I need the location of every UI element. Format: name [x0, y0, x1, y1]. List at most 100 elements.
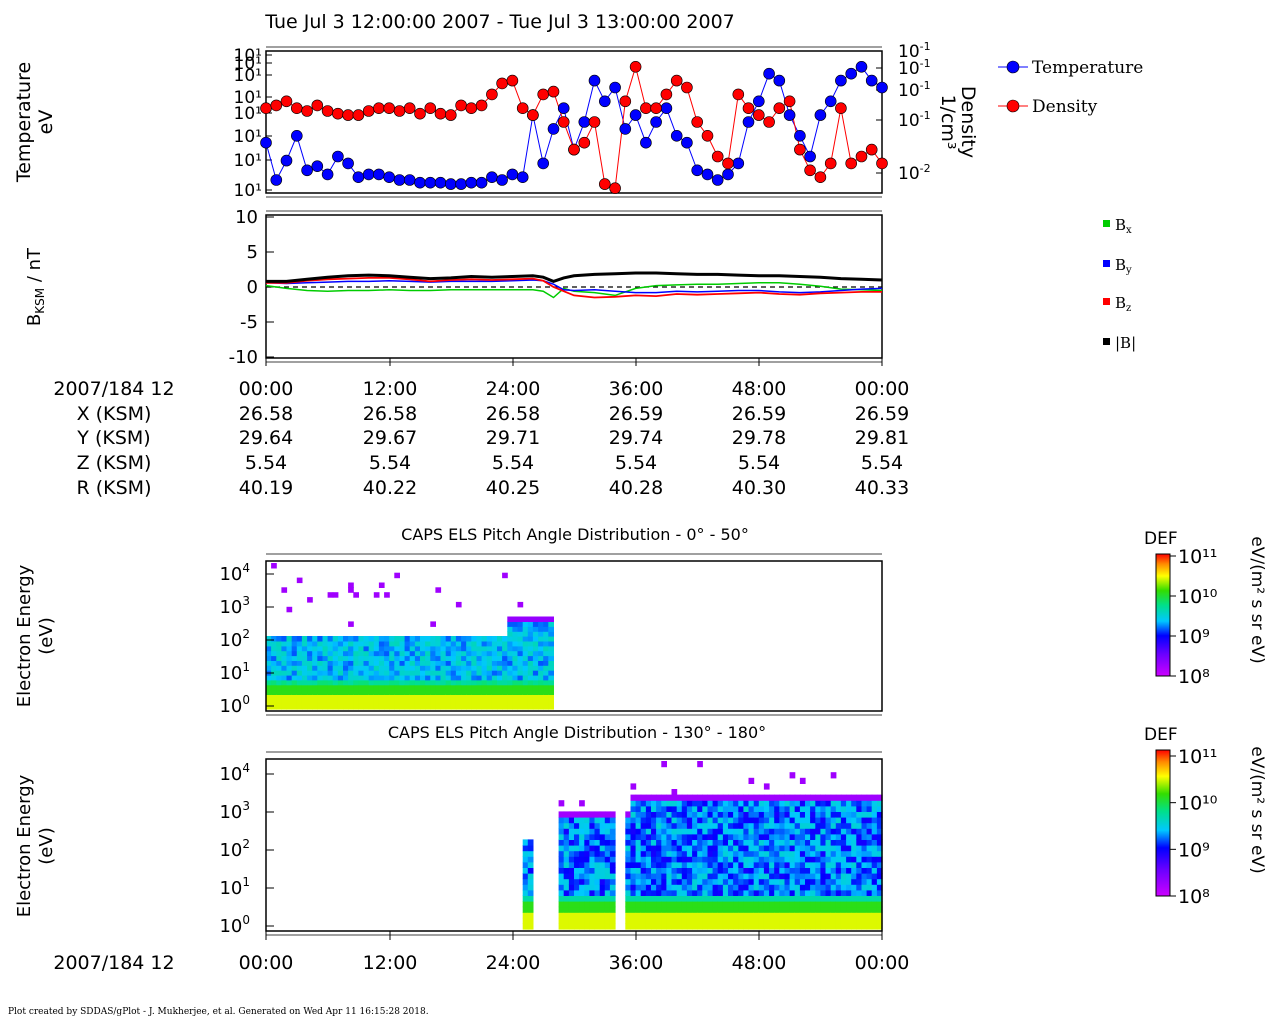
spectrogram-cell	[825, 917, 832, 924]
spectrogram-cell	[846, 873, 852, 880]
temperature-point	[280, 154, 293, 167]
spectrogram-cell	[753, 794, 760, 801]
spectrogram-cell	[707, 805, 714, 812]
spectrogram-cell	[876, 800, 883, 807]
energy-tick: 101	[219, 875, 250, 899]
spectrogram-cell	[840, 895, 847, 902]
spectrogram-cell	[794, 906, 801, 913]
spectrogram-cell	[733, 895, 739, 902]
spectrogram-cell	[733, 878, 739, 885]
spectrogram-cell	[589, 867, 596, 874]
density-point	[732, 88, 745, 101]
spectrogram-cell	[594, 828, 601, 835]
density-point	[876, 157, 888, 170]
spectrogram-cell	[517, 665, 524, 671]
spectrogram-cell	[538, 665, 544, 671]
spectrogram-cell	[758, 800, 765, 807]
spectrogram-cell	[430, 704, 436, 710]
spectrogram-cell	[404, 704, 411, 710]
spectrogram-cell	[481, 655, 488, 661]
spectrogram-cell	[491, 699, 498, 705]
spectrogram-cell	[368, 650, 375, 657]
spectrogram-cell	[712, 805, 719, 812]
spectrogram-130-180-title: CAPS ELS Pitch Angle Distribution - 130°…	[388, 723, 766, 742]
spectrogram-cell	[609, 895, 616, 902]
spectrogram-cell	[543, 640, 549, 647]
spectrogram-cell	[815, 917, 821, 924]
spectrogram-cell	[779, 923, 785, 930]
spectrogram-130-180-panel: CAPS ELS Pitch Angle Distribution - 130°…	[14, 723, 1267, 937]
spectrogram-cell	[707, 867, 714, 874]
temperature-point	[588, 74, 601, 87]
spectrogram-cell	[666, 912, 673, 919]
spectrogram-cell	[840, 923, 847, 930]
spectrogram-cell	[543, 655, 549, 661]
spectrogram-cell	[322, 704, 329, 710]
spectrogram-cell	[574, 878, 580, 885]
spectrogram-cell	[799, 895, 806, 902]
spectrogram-cell	[409, 694, 416, 700]
spectrogram-cell	[686, 889, 693, 896]
spectrogram-cell	[871, 822, 878, 829]
spectrogram-cell	[794, 889, 801, 896]
spectrogram-cell	[589, 895, 596, 902]
spectrogram-cell	[753, 901, 760, 908]
spectrogram-cell	[651, 867, 657, 874]
spectrogram-cell	[635, 839, 642, 846]
spectrogram-cell	[599, 861, 606, 868]
spectrogram-cell	[651, 817, 657, 824]
spectrogram-cell	[825, 805, 832, 812]
spectrogram-cell	[266, 704, 272, 710]
spectrogram-cell	[435, 665, 442, 671]
spectrogram-cell	[604, 822, 611, 829]
spectrogram-cell	[286, 655, 293, 661]
spectrogram-cell	[692, 912, 698, 919]
spectrogram-cell	[286, 694, 293, 700]
spectrogram-cell	[805, 873, 811, 880]
spectrogram-cell	[579, 828, 585, 835]
spectrogram-cell	[579, 833, 585, 840]
spectrogram-cell	[717, 884, 724, 891]
spectrogram-cell	[486, 689, 493, 695]
density-point	[681, 81, 693, 94]
spectrogram-cell	[522, 878, 529, 885]
spectrogram-cell	[373, 640, 380, 647]
spectrogram-cell	[861, 805, 868, 812]
spectrogram-cell	[461, 665, 467, 671]
spectrogram-cell	[609, 901, 616, 908]
spectrogram-cell	[784, 912, 791, 919]
spectrogram-cell	[353, 645, 359, 652]
spectrogram-cell	[840, 805, 847, 812]
spectrogram-cell	[322, 636, 329, 642]
spectrogram-cell	[733, 833, 739, 840]
spectrogram-cell	[584, 833, 590, 840]
spectrogram-cell	[291, 684, 298, 691]
density-point	[290, 102, 303, 114]
spectrogram-cell	[594, 856, 601, 863]
spectrogram-cell	[835, 867, 842, 874]
spectrogram-cell	[455, 650, 462, 657]
spectrogram-cell	[743, 861, 750, 868]
spectrogram-cell	[435, 670, 442, 676]
density-point	[824, 157, 837, 170]
spectrogram-cell	[779, 833, 785, 840]
spectrogram-cell	[543, 650, 549, 657]
spectrogram-cell	[527, 621, 534, 627]
spectrogram-cell	[815, 794, 821, 801]
spectrogram-cell	[471, 674, 477, 681]
spectrogram-cell	[743, 906, 750, 913]
spectrogram-cell	[527, 856, 534, 863]
spectrogram-130-180-cells	[522, 761, 883, 930]
spectrogram-cell	[625, 839, 631, 846]
spectrogram-cell	[276, 699, 282, 705]
spectrogram-cell	[697, 845, 703, 852]
spectrogram-cell	[758, 850, 765, 857]
spectrogram-cell	[409, 665, 416, 671]
spectrogram-cell	[502, 670, 508, 676]
spectrogram-cell	[389, 636, 395, 642]
spectrogram-cell	[779, 901, 785, 908]
spectrogram-cell	[717, 805, 724, 812]
energy-tick: 100	[219, 913, 250, 937]
spectrogram-cell	[589, 901, 596, 908]
spectrogram-cell	[830, 772, 837, 779]
